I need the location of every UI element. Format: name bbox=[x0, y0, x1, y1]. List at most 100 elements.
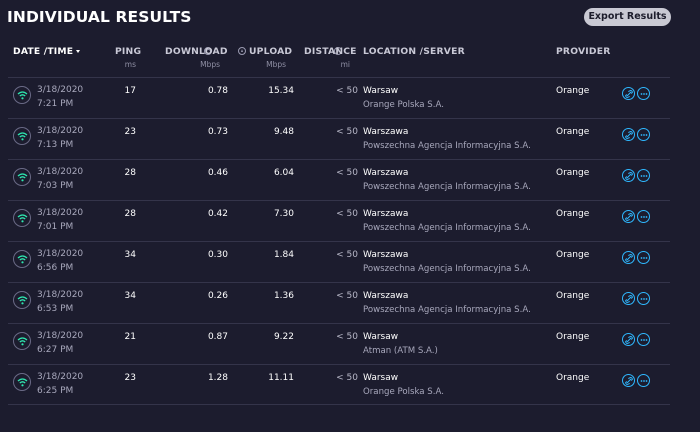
result-date: 3/18/2020 bbox=[37, 249, 84, 259]
result-server: Powszechna Agencja Informacyjna S.A. bbox=[363, 223, 531, 233]
wifi-icon bbox=[13, 373, 31, 391]
export-results-button[interactable]: Export Results bbox=[584, 8, 671, 26]
result-upload: 11.11 bbox=[268, 373, 294, 383]
result-upload: 9.48 bbox=[273, 127, 294, 137]
more-icon[interactable] bbox=[637, 333, 650, 346]
more-icon[interactable] bbox=[637, 210, 650, 223]
result-distance: < 50 bbox=[336, 127, 358, 137]
column-header-provider[interactable]: PROVIDER bbox=[556, 46, 611, 57]
result-server: Powszechna Agencja Informacyjna S.A. bbox=[363, 305, 531, 315]
wifi-icon bbox=[13, 127, 31, 145]
result-provider: Orange bbox=[556, 332, 590, 342]
table-row[interactable]: 3/18/2020 6:27 PM 21 0.87 9.22 < 50 Warsaw Atma… bbox=[8, 323, 670, 364]
result-provider: Orange bbox=[556, 86, 590, 96]
result-time: 6:27 PM bbox=[37, 345, 74, 355]
result-server: Powszechna Agencja Informacyjna S.A. bbox=[363, 264, 531, 274]
column-header-download[interactable]: DOWNLOAD bbox=[154, 46, 342, 57]
result-city: Warszawa bbox=[363, 250, 409, 260]
result-distance: < 50 bbox=[336, 86, 358, 96]
result-distance: < 50 bbox=[336, 291, 358, 301]
result-provider: Orange bbox=[556, 127, 590, 137]
link-icon[interactable] bbox=[622, 128, 635, 141]
more-icon[interactable] bbox=[637, 128, 650, 141]
download-unit: Mbps bbox=[200, 60, 220, 69]
result-distance: < 50 bbox=[336, 168, 358, 178]
table-bottom-divider bbox=[8, 404, 670, 405]
result-date: 3/18/2020 bbox=[37, 372, 84, 382]
result-download: 0.73 bbox=[207, 127, 228, 137]
more-icon[interactable] bbox=[637, 251, 650, 264]
result-server: Orange Polska S.A. bbox=[363, 387, 444, 397]
table-row[interactable]: 3/18/2020 6:25 PM 23 1.28 11.11 < 50 Warsaw Ora… bbox=[8, 364, 670, 405]
result-time: 7:13 PM bbox=[37, 140, 74, 150]
more-icon[interactable] bbox=[637, 87, 650, 100]
distance-unit: mi bbox=[340, 60, 350, 69]
column-header-download-label: DOWNLOAD bbox=[165, 46, 228, 57]
result-distance: < 50 bbox=[336, 250, 358, 260]
result-server: Orange Polska S.A. bbox=[363, 100, 444, 110]
column-header-upload[interactable]: UPLOAD bbox=[238, 46, 292, 57]
result-date: 3/18/2020 bbox=[37, 85, 84, 95]
table-row[interactable]: 3/18/2020 6:53 PM 34 0.26 1.36 < 50 Warszawa Po… bbox=[8, 282, 670, 323]
caret-down-icon bbox=[76, 50, 81, 53]
result-download: 0.87 bbox=[207, 332, 228, 342]
result-download: 1.28 bbox=[207, 373, 228, 383]
result-date: 3/18/2020 bbox=[37, 126, 84, 136]
result-provider: Orange bbox=[556, 209, 590, 219]
result-time: 6:56 PM bbox=[37, 263, 74, 273]
result-server: Powszechna Agencja Informacyjna S.A. bbox=[363, 182, 531, 192]
result-ping: 28 bbox=[124, 168, 136, 178]
wifi-icon bbox=[13, 291, 31, 309]
table-row[interactable]: 3/18/2020 6:56 PM 34 0.30 1.84 < 50 Warszawa Po… bbox=[8, 241, 670, 282]
result-ping: 17 bbox=[124, 86, 136, 96]
result-ping: 21 bbox=[124, 332, 136, 342]
result-upload: 6.04 bbox=[273, 168, 294, 178]
column-header-upload-label: UPLOAD bbox=[249, 46, 293, 57]
column-header-ping[interactable]: PING bbox=[104, 46, 212, 57]
link-icon[interactable] bbox=[622, 251, 635, 264]
result-time: 7:01 PM bbox=[37, 222, 74, 232]
result-download: 0.26 bbox=[207, 291, 228, 301]
result-city: Warszawa bbox=[363, 127, 409, 137]
page-title: INDIVIDUAL RESULTS bbox=[7, 8, 192, 26]
result-distance: < 50 bbox=[336, 373, 358, 383]
result-city: Warsaw bbox=[363, 332, 399, 342]
link-icon[interactable] bbox=[622, 333, 635, 346]
result-time: 7:21 PM bbox=[37, 99, 74, 109]
result-city: Warsaw bbox=[363, 86, 399, 96]
table-row[interactable]: 3/18/2020 7:01 PM 28 0.42 7.30 < 50 Warszawa Po… bbox=[8, 200, 670, 241]
result-city: Warszawa bbox=[363, 209, 409, 219]
wifi-icon bbox=[13, 332, 31, 350]
column-header-datetime-label: DATE /TIME bbox=[13, 46, 74, 57]
table-row[interactable]: 3/18/2020 7:03 PM 28 0.46 6.04 < 50 Warszawa Po… bbox=[8, 159, 670, 200]
wifi-icon bbox=[13, 86, 31, 104]
table-header: DATE /TIME PING ms DOWNLOAD Mbps UPLOAD … bbox=[0, 42, 700, 76]
link-icon[interactable] bbox=[622, 292, 635, 305]
result-time: 7:03 PM bbox=[37, 181, 74, 191]
table-row[interactable]: 3/18/2020 7:21 PM 17 0.78 15.34 < 50 Warsaw Ora… bbox=[8, 77, 670, 118]
result-date: 3/18/2020 bbox=[37, 208, 84, 218]
link-icon[interactable] bbox=[622, 169, 635, 182]
result-download: 0.46 bbox=[207, 168, 228, 178]
link-icon[interactable] bbox=[622, 87, 635, 100]
wifi-icon bbox=[13, 209, 31, 227]
result-download: 0.42 bbox=[207, 209, 228, 219]
more-icon[interactable] bbox=[637, 374, 650, 387]
result-upload: 7.30 bbox=[273, 209, 294, 219]
column-header-location[interactable]: LOCATION /SERVER bbox=[363, 46, 465, 57]
link-icon[interactable] bbox=[622, 210, 635, 223]
more-icon[interactable] bbox=[637, 292, 650, 305]
result-provider: Orange bbox=[556, 373, 590, 383]
result-date: 3/18/2020 bbox=[37, 290, 84, 300]
more-icon[interactable] bbox=[637, 169, 650, 182]
link-icon[interactable] bbox=[622, 374, 635, 387]
column-header-datetime[interactable]: DATE /TIME bbox=[13, 46, 81, 57]
column-header-distance[interactable]: DISTANCE bbox=[304, 46, 357, 57]
wifi-icon bbox=[13, 168, 31, 186]
result-provider: Orange bbox=[556, 250, 590, 260]
result-ping: 34 bbox=[124, 291, 136, 301]
upload-unit: Mbps bbox=[266, 60, 286, 69]
result-download: 0.30 bbox=[207, 250, 228, 260]
result-upload: 1.36 bbox=[273, 291, 294, 301]
table-row[interactable]: 3/18/2020 7:13 PM 23 0.73 9.48 < 50 Warszawa Po… bbox=[8, 118, 670, 159]
